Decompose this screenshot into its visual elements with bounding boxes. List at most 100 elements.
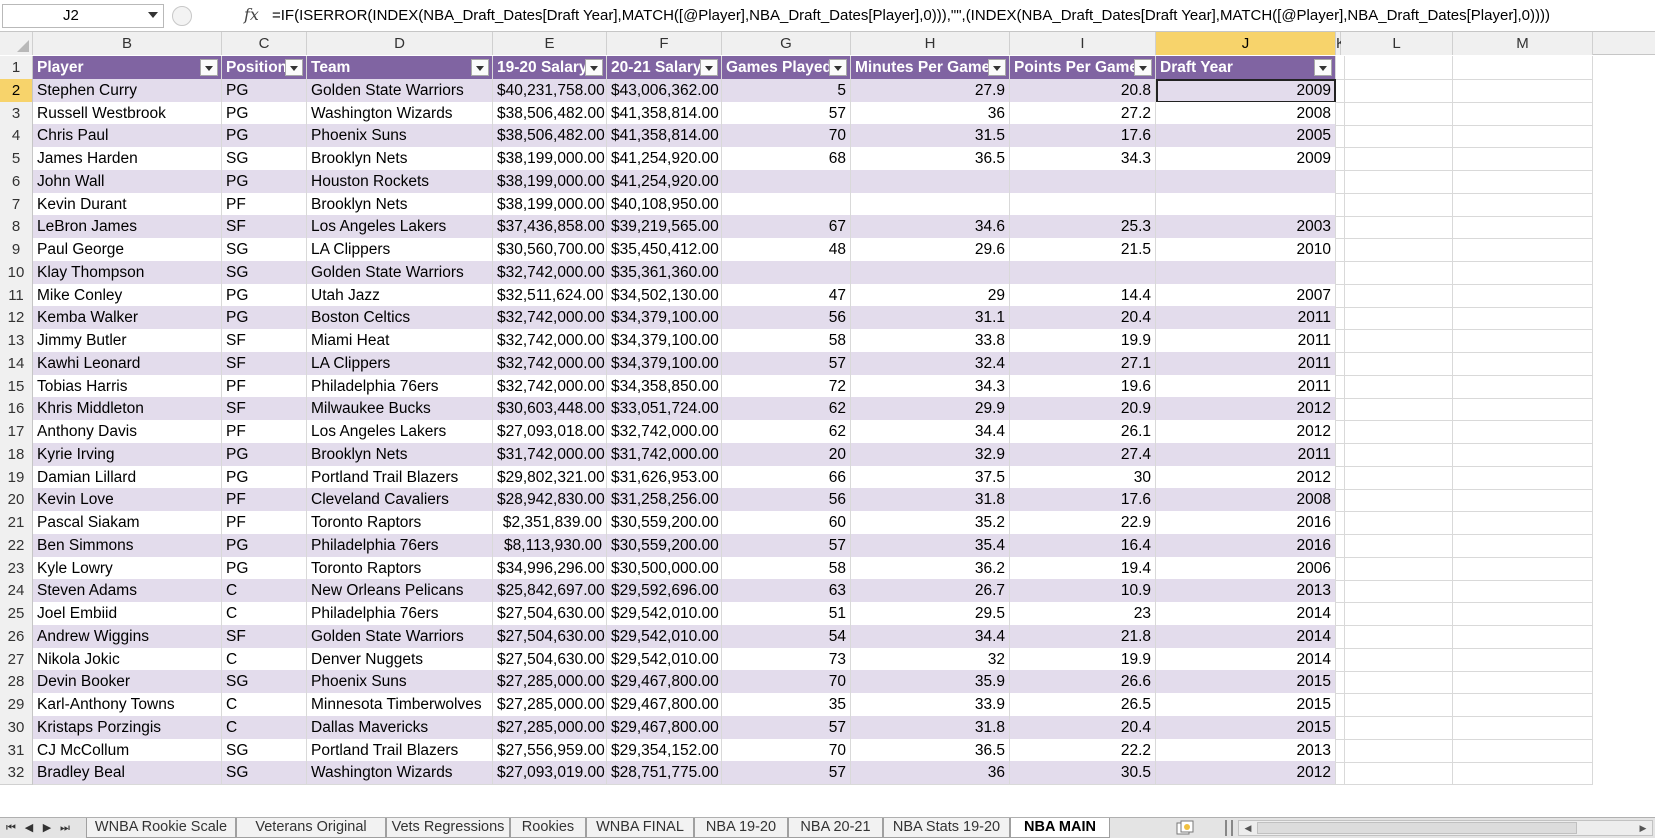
cell[interactable]: PG	[222, 533, 307, 558]
cell[interactable]: Kyrie Irving	[33, 442, 222, 467]
row-header[interactable]: 13	[0, 329, 33, 353]
cell[interactable]	[1453, 260, 1593, 285]
cell[interactable]: $34,358,850.00	[607, 374, 722, 399]
table-header-cell[interactable]: Minutes Per Game	[851, 56, 1010, 80]
cell[interactable]: 2011	[1156, 442, 1336, 467]
cell[interactable]	[1336, 738, 1345, 763]
sheet-tab[interactable]: WNBA FINAL	[586, 818, 694, 838]
cell[interactable]: Joel Embiid	[33, 602, 222, 626]
column-header-c[interactable]: C	[222, 32, 307, 55]
cell[interactable]: Kevin Durant	[33, 192, 222, 217]
first-sheet-icon[interactable]: ⏮	[6, 822, 16, 834]
cell[interactable]: $27,504,630.00	[493, 602, 607, 626]
cell[interactable]: 67	[722, 215, 851, 240]
cell[interactable]: John Wall	[33, 169, 222, 194]
cell[interactable]: 2005	[1156, 124, 1336, 149]
cell[interactable]	[1453, 169, 1593, 194]
cell[interactable]: 27.1	[1010, 351, 1156, 376]
cell[interactable]: Toronto Raptors	[307, 511, 493, 535]
cell[interactable]: 35.2	[851, 511, 1010, 535]
cell[interactable]: 33.8	[851, 329, 1010, 353]
scroll-left-icon[interactable]: ◀	[1244, 823, 1252, 833]
row-header[interactable]: 5	[0, 147, 33, 171]
cell[interactable]	[1336, 533, 1345, 558]
cell[interactable]	[851, 169, 1010, 194]
row-header[interactable]: 2	[0, 78, 33, 103]
cell[interactable]	[1341, 192, 1453, 217]
cell[interactable]: Damian Lillard	[33, 465, 222, 490]
cell[interactable]	[1336, 647, 1345, 672]
cell[interactable]	[1341, 624, 1453, 649]
cell[interactable]: 2003	[1156, 215, 1336, 240]
scrollbar-thumb[interactable]	[1257, 822, 1577, 834]
cell[interactable]: 26.1	[1010, 420, 1156, 444]
cell[interactable]: $38,506,482.00	[493, 101, 607, 126]
cell[interactable]	[1336, 602, 1345, 626]
cell[interactable]: PG	[222, 465, 307, 490]
cell[interactable]: 14.4	[1010, 283, 1156, 308]
cell[interactable]: 2014	[1156, 647, 1336, 672]
cell[interactable]: 20.4	[1010, 715, 1156, 740]
column-header-d[interactable]: D	[307, 32, 493, 55]
row-header[interactable]: 18	[0, 442, 33, 467]
cell[interactable]	[1336, 397, 1345, 422]
cell[interactable]: Anthony Davis	[33, 420, 222, 444]
cell[interactable]: Philadelphia 76ers	[307, 533, 493, 558]
cell[interactable]: 63	[722, 579, 851, 604]
cell[interactable]: Boston Celtics	[307, 306, 493, 331]
cell[interactable]: PG	[222, 124, 307, 149]
cell[interactable]: Pascal Siakam	[33, 511, 222, 535]
cell[interactable]	[1453, 670, 1593, 695]
cell[interactable]: 17.6	[1010, 488, 1156, 513]
row-header[interactable]: 20	[0, 488, 33, 513]
cell[interactable]: $41,254,920.00	[607, 169, 722, 194]
cell[interactable]	[1336, 192, 1345, 217]
cell[interactable]: 2016	[1156, 511, 1336, 535]
column-header-f[interactable]: F	[607, 32, 722, 55]
sheet-tab[interactable]: Rookies	[510, 818, 586, 838]
cell[interactable]: C	[222, 579, 307, 604]
cell[interactable]	[1336, 715, 1345, 740]
row-header[interactable]: 1	[0, 56, 33, 80]
cell[interactable]	[1336, 169, 1345, 194]
row-header[interactable]: 23	[0, 556, 33, 581]
cell[interactable]	[1341, 101, 1453, 126]
filter-dropdown-icon[interactable]	[471, 59, 489, 76]
cell[interactable]	[1453, 420, 1593, 444]
row-header[interactable]: 10	[0, 260, 33, 285]
cell[interactable]: Kawhi Leonard	[33, 351, 222, 376]
cell[interactable]: 2016	[1156, 533, 1336, 558]
filter-dropdown-icon[interactable]	[988, 59, 1006, 76]
cell[interactable]: SG	[222, 147, 307, 171]
table-header-cell[interactable]: 19-20 Salary	[493, 56, 607, 80]
table-header-cell[interactable]: 20-21 Salary	[607, 56, 722, 80]
cell[interactable]: 27.4	[1010, 442, 1156, 467]
cell[interactable]: SG	[222, 260, 307, 285]
cell[interactable]: Cleveland Cavaliers	[307, 488, 493, 513]
cell[interactable]: 20	[722, 442, 851, 467]
cell[interactable]: 34.4	[851, 624, 1010, 649]
cell[interactable]	[1336, 306, 1345, 331]
cell[interactable]: Karl-Anthony Towns	[33, 693, 222, 717]
cell[interactable]: SG	[222, 761, 307, 786]
sheet-tab[interactable]: NBA 20-21	[788, 818, 883, 838]
cell[interactable]	[1336, 693, 1345, 717]
cell[interactable]: Kyle Lowry	[33, 556, 222, 581]
cell[interactable]: 31.8	[851, 715, 1010, 740]
cell[interactable]: 31.5	[851, 124, 1010, 149]
cell[interactable]	[1010, 192, 1156, 217]
cell[interactable]	[1341, 351, 1453, 376]
cell[interactable]: $31,742,000.00	[607, 442, 722, 467]
cell[interactable]	[1453, 442, 1593, 467]
cell[interactable]	[1453, 238, 1593, 262]
cell[interactable]: Los Angeles Lakers	[307, 215, 493, 240]
cell[interactable]: 2008	[1156, 488, 1336, 513]
cell[interactable]	[1341, 556, 1453, 581]
row-header[interactable]: 4	[0, 124, 33, 149]
cell[interactable]: PG	[222, 101, 307, 126]
cell[interactable]	[1156, 169, 1336, 194]
row-header[interactable]: 31	[0, 738, 33, 763]
cell[interactable]: $35,361,360.00	[607, 260, 722, 285]
cell[interactable]: 57	[722, 715, 851, 740]
cell[interactable]	[1341, 579, 1453, 604]
